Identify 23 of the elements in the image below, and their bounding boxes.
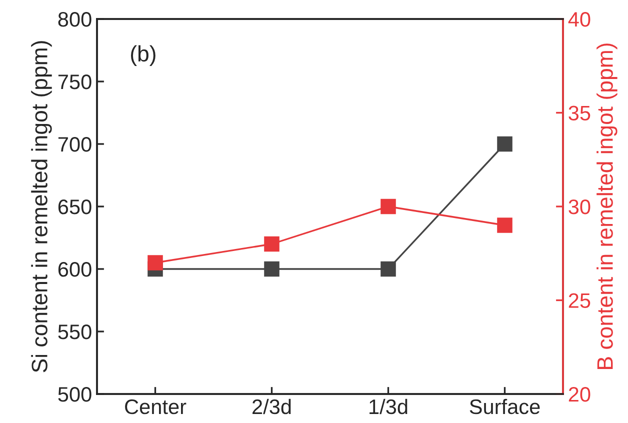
y2-tick-label: 20 <box>568 387 590 402</box>
point <box>380 198 396 214</box>
x-tick-label: 1/3d <box>370 398 408 414</box>
y2-tick-label: 25 <box>568 293 590 308</box>
y-tick-label: 500 <box>58 387 92 402</box>
annotation: (b) <box>131 45 156 66</box>
y-tick-label: 650 <box>58 200 92 214</box>
y2-tick-label: 40 <box>568 12 590 27</box>
x-tick-label: Center <box>125 399 186 414</box>
y-tick-label: 800 <box>58 12 92 27</box>
x-tick-label: 2/3d <box>252 398 291 414</box>
x-tick-label: Surface <box>470 398 540 414</box>
y2-tick-label: 35 <box>568 106 590 121</box>
point <box>148 255 163 270</box>
point <box>497 218 512 233</box>
y-tick-label: 700 <box>58 137 92 152</box>
y2-tick-label: 30 <box>568 200 590 214</box>
y2-axis-title: B content in remelted ingot (ppm) <box>596 44 618 369</box>
y-tick-label: 550 <box>58 324 92 340</box>
y-tick-label: 600 <box>58 262 92 277</box>
y-tick-label: 750 <box>58 74 92 90</box>
point <box>264 236 280 252</box>
y-axis-title: Si content in remelted ingot (ppm) <box>31 41 52 372</box>
